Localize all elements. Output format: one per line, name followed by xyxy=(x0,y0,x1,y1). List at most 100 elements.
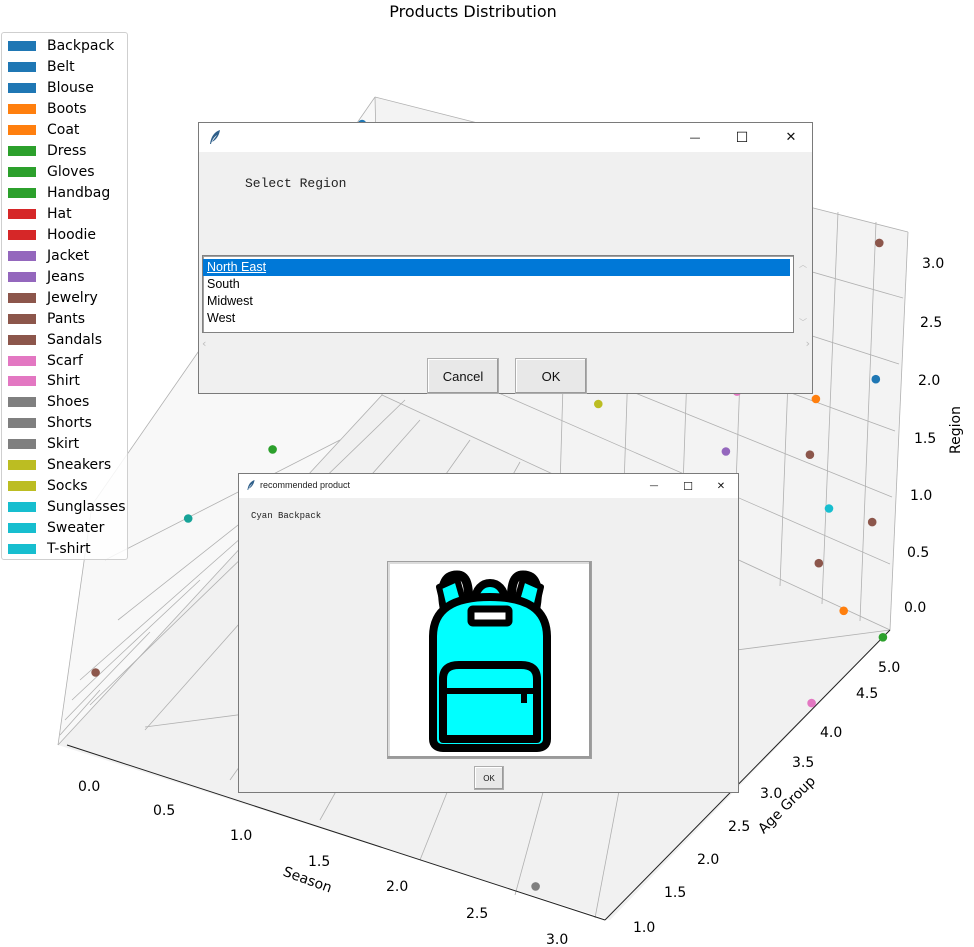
z-tick-label: 0.0 xyxy=(904,600,926,616)
region-option[interactable]: West xyxy=(207,311,236,325)
legend-label: Scarf xyxy=(47,352,83,369)
region-options: North East South Midwest West xyxy=(203,259,790,327)
legend-item: Backpack xyxy=(2,36,127,57)
z-tick-label: 3.0 xyxy=(922,256,944,272)
legend-item: Jacket xyxy=(2,245,127,266)
legend-swatch xyxy=(8,125,36,136)
legend-label: Hoodie xyxy=(47,226,97,243)
scatter-point xyxy=(807,698,816,708)
legend-swatch xyxy=(8,355,36,366)
y-tick-label: 4.5 xyxy=(856,686,878,702)
minimize-button[interactable]: — xyxy=(649,481,659,491)
maximize-button[interactable]: ☐ xyxy=(683,479,693,493)
legend-swatch xyxy=(8,397,36,408)
z-tick-label: 2.5 xyxy=(920,315,942,331)
listbox-horizontal-scrollbar[interactable]: ‹ › xyxy=(202,337,810,351)
z-tick-label: 1.0 xyxy=(910,488,932,504)
scatter-point xyxy=(839,606,848,616)
product-ok-button[interactable]: OK xyxy=(474,766,504,790)
legend-label: Sneakers xyxy=(47,457,112,474)
scatter-point xyxy=(814,558,824,568)
minimize-button[interactable]: — xyxy=(689,131,701,144)
legend-item: Skirt xyxy=(2,434,127,455)
legend-label: Jeans xyxy=(47,268,85,285)
legend-label: Backpack xyxy=(47,38,115,55)
x-tick-label: 2.5 xyxy=(466,906,488,922)
scatter-point xyxy=(878,633,888,642)
ok-button[interactable]: OK xyxy=(515,358,587,394)
scroll-right-arrow-icon[interactable]: › xyxy=(805,337,810,350)
x-tick-label: 2.0 xyxy=(386,879,408,895)
region-option[interactable]: North East xyxy=(203,259,790,276)
chart-legend: Backpack Belt Blouse Boots Coat Dress Gloves Ha… xyxy=(1,32,128,560)
legend-swatch xyxy=(8,167,36,178)
legend-label: Pants xyxy=(47,310,86,327)
select-region-window: — ☐ ✕ Select Region North East South Midwe… xyxy=(198,122,813,394)
close-button[interactable]: ✕ xyxy=(716,480,726,492)
y-axis-ticks: 5.0 4.5 4.0 3.5 3.0 2.5 2.0 1.5 1.0 xyxy=(633,660,900,936)
product-window-title: recommended product xyxy=(260,480,351,490)
legend-swatch xyxy=(8,313,36,324)
region-option[interactable]: Midwest xyxy=(207,294,253,308)
scroll-left-arrow-icon[interactable]: ‹ xyxy=(202,337,207,350)
z-axis-ticks: 3.0 2.5 2.0 1.5 1.0 0.5 0.0 xyxy=(904,256,944,616)
product-window-titlebar[interactable]: recommended product — ☐ ✕ xyxy=(239,474,738,498)
legend-label: Shoes xyxy=(47,394,90,411)
legend-item: Shirt xyxy=(2,371,127,392)
z-axis-label: Region xyxy=(948,406,964,454)
legend-item: Handbag xyxy=(2,183,127,204)
legend-swatch xyxy=(8,418,36,429)
legend-swatch xyxy=(8,146,36,157)
scroll-up-arrow-icon[interactable]: ︿ xyxy=(799,260,807,269)
cancel-button[interactable]: Cancel xyxy=(427,358,499,394)
close-button[interactable]: ✕ xyxy=(785,130,797,145)
recommended-product-label: Cyan Backpack xyxy=(251,511,322,521)
scatter-point xyxy=(875,238,884,248)
select-region-prompt: Select Region xyxy=(245,176,347,191)
legend-swatch xyxy=(8,250,36,261)
legend-label: Dress xyxy=(47,143,87,160)
x-tick-label: 1.0 xyxy=(230,828,252,844)
legend-label: Boots xyxy=(47,101,87,118)
legend-label: Skirt xyxy=(47,436,80,453)
y-tick-label: 1.0 xyxy=(633,920,655,936)
legend-label: Belt xyxy=(47,59,75,76)
maximize-button[interactable]: ☐ xyxy=(735,129,749,146)
scatter-point xyxy=(91,668,100,677)
scatter-point xyxy=(867,517,877,527)
legend-swatch xyxy=(8,502,36,513)
legend-label: Coat xyxy=(47,122,80,139)
legend-swatch xyxy=(8,376,36,387)
scroll-down-arrow-icon[interactable]: ﹀ xyxy=(799,318,807,327)
chart-title: Products Distribution xyxy=(389,2,557,21)
legend-item: Shorts xyxy=(2,413,127,434)
legend-label: Shirt xyxy=(47,373,80,390)
legend-swatch xyxy=(8,460,36,471)
x-tick-label: 0.0 xyxy=(78,779,100,795)
legend-swatch xyxy=(8,292,36,303)
legend-label: Handbag xyxy=(47,185,111,202)
scatter-point xyxy=(268,445,277,454)
legend-swatch xyxy=(8,481,36,492)
legend-item: Sandals xyxy=(2,329,127,350)
legend-label: Hat xyxy=(47,205,72,222)
z-tick-label: 2.0 xyxy=(918,373,940,389)
feather-icon xyxy=(247,480,255,490)
legend-swatch xyxy=(8,104,36,115)
scatter-point xyxy=(183,514,193,523)
region-option[interactable]: South xyxy=(207,277,240,291)
region-window-titlebar[interactable]: — ☐ ✕ xyxy=(199,123,812,152)
legend-label: Sunglasses xyxy=(47,499,126,516)
y-tick-label: 2.5 xyxy=(728,819,750,835)
y-tick-label: 5.0 xyxy=(878,660,900,676)
legend-item: Hoodie xyxy=(2,224,127,245)
z-tick-label: 0.5 xyxy=(907,545,929,561)
scatter-point xyxy=(531,882,540,891)
legend-item: Boots xyxy=(2,99,127,120)
x-tick-label: 0.5 xyxy=(153,803,175,819)
listbox-vertical-scrollbar[interactable]: ︿ ﹀ xyxy=(796,255,810,333)
legend-label: Sandals xyxy=(47,331,102,348)
z-tick-label: 1.5 xyxy=(914,431,936,447)
y-tick-label: 3.0 xyxy=(760,786,782,802)
region-listbox[interactable]: North East South Midwest West xyxy=(202,255,794,333)
